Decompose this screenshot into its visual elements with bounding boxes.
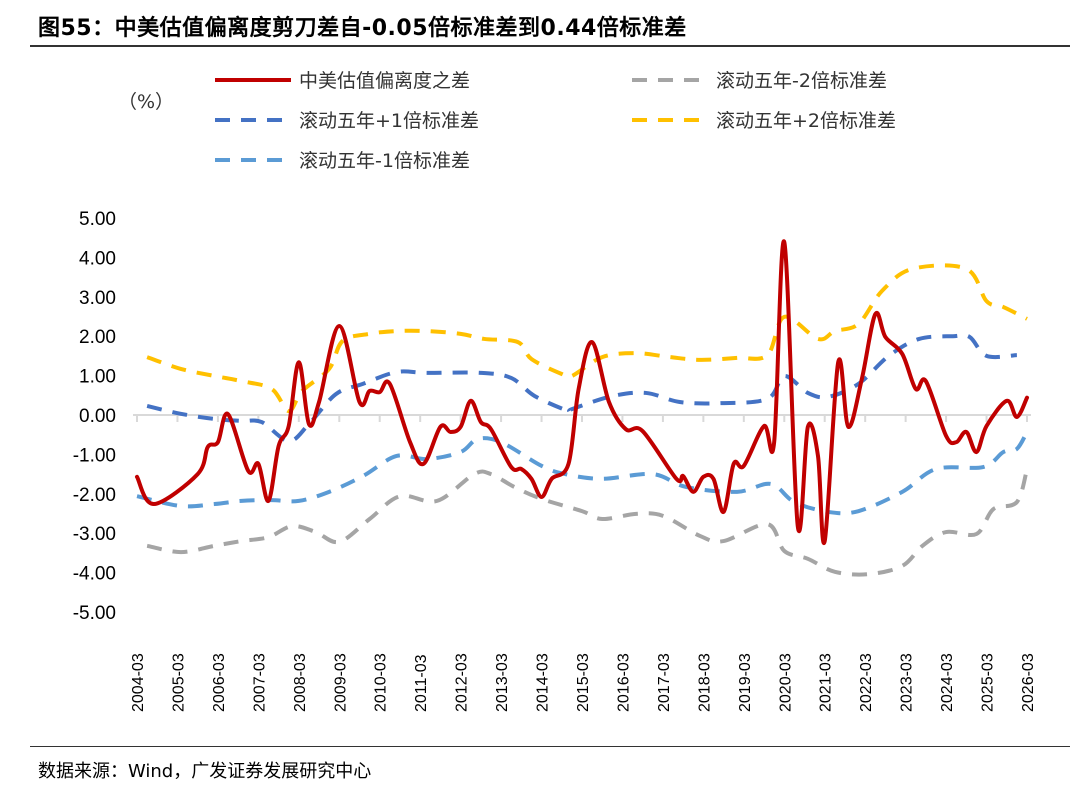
y-tick-label: 2.00 (79, 327, 116, 348)
x-tick-label: 2016-03 (615, 653, 632, 712)
x-tick-label: 2024-03 (939, 653, 956, 712)
legend-label: 滚动五年+1倍标准差 (299, 110, 479, 132)
y-tick-label: 3.00 (79, 288, 116, 309)
x-tick-label: 2011-03 (413, 654, 430, 712)
y-axis-ticks: 5.00 4.00 3.00 2.00 1.00 0.00 -1.00 -2.00 -3.00 -… (73, 209, 116, 624)
x-tick-label: 2017-03 (656, 653, 673, 712)
series-line-2 (146, 333, 1018, 444)
series-line-1 (146, 468, 1029, 577)
legend-label: 滚动五年-1倍标准差 (299, 150, 470, 172)
legend-label: 滚动五年-2倍标准差 (716, 70, 887, 92)
y-tick-label: -3.00 (73, 524, 116, 545)
y-tick-label: -2.00 (73, 485, 116, 506)
y-tick-label: -4.00 (73, 564, 116, 585)
x-tick-label: 2022-03 (858, 653, 875, 712)
x-tick-label: 2008-03 (292, 653, 309, 712)
x-tick-label: 2021-03 (818, 653, 835, 712)
x-tick-label: 2023-03 (899, 653, 916, 712)
y-tick-label: -1.00 (73, 445, 116, 466)
x-tick-label: 2015-03 (575, 653, 592, 712)
source-divider (30, 746, 1070, 747)
chart-title: 图55：中美估值偏离度剪刀差自-0.05倍标准差到0.44倍标准差 (38, 16, 687, 41)
y-tick-label: 0.00 (79, 406, 116, 427)
x-tick-label: 2004-03 (130, 653, 147, 712)
title-divider (30, 45, 1070, 47)
x-tick-label: 2006-03 (211, 653, 228, 712)
series-line-0 (135, 239, 1029, 546)
x-axis (133, 414, 1031, 422)
x-tick-label: 2007-03 (251, 653, 268, 712)
source-note: 数据来源：Wind，广发证券发展研究中心 (38, 761, 372, 782)
x-axis-ticks: 2004-03 2005-03 2006-03 2007-03 2008-03 2009-… (130, 653, 1037, 712)
x-tick-label: 2010-03 (373, 653, 390, 712)
x-tick-label: 2013-03 (494, 653, 511, 712)
series-line-4 (136, 430, 1029, 516)
y-axis-unit-label: （%） (118, 91, 174, 113)
series-lines (135, 239, 1029, 577)
x-tick-label: 2005-03 (170, 653, 187, 712)
legend-label: 中美估值偏离度之差 (299, 70, 470, 92)
series-line-3 (146, 263, 1028, 414)
x-tick-label: 2012-03 (454, 653, 471, 712)
x-tick-label: 2025-03 (980, 653, 997, 712)
x-tick-label: 2026-03 (1020, 653, 1037, 712)
y-tick-label: 1.00 (79, 367, 116, 388)
y-tick-label: 5.00 (79, 209, 116, 230)
legend-label: 滚动五年+2倍标准差 (716, 110, 896, 132)
y-tick-label: 4.00 (79, 248, 116, 269)
x-tick-label: 2018-03 (696, 653, 713, 712)
x-tick-label: 2020-03 (777, 653, 794, 712)
x-tick-label: 2014-03 (535, 653, 552, 712)
y-tick-label: -5.00 (73, 603, 116, 624)
x-tick-label: 2019-03 (737, 653, 754, 712)
x-tick-label: 2009-03 (332, 653, 349, 712)
